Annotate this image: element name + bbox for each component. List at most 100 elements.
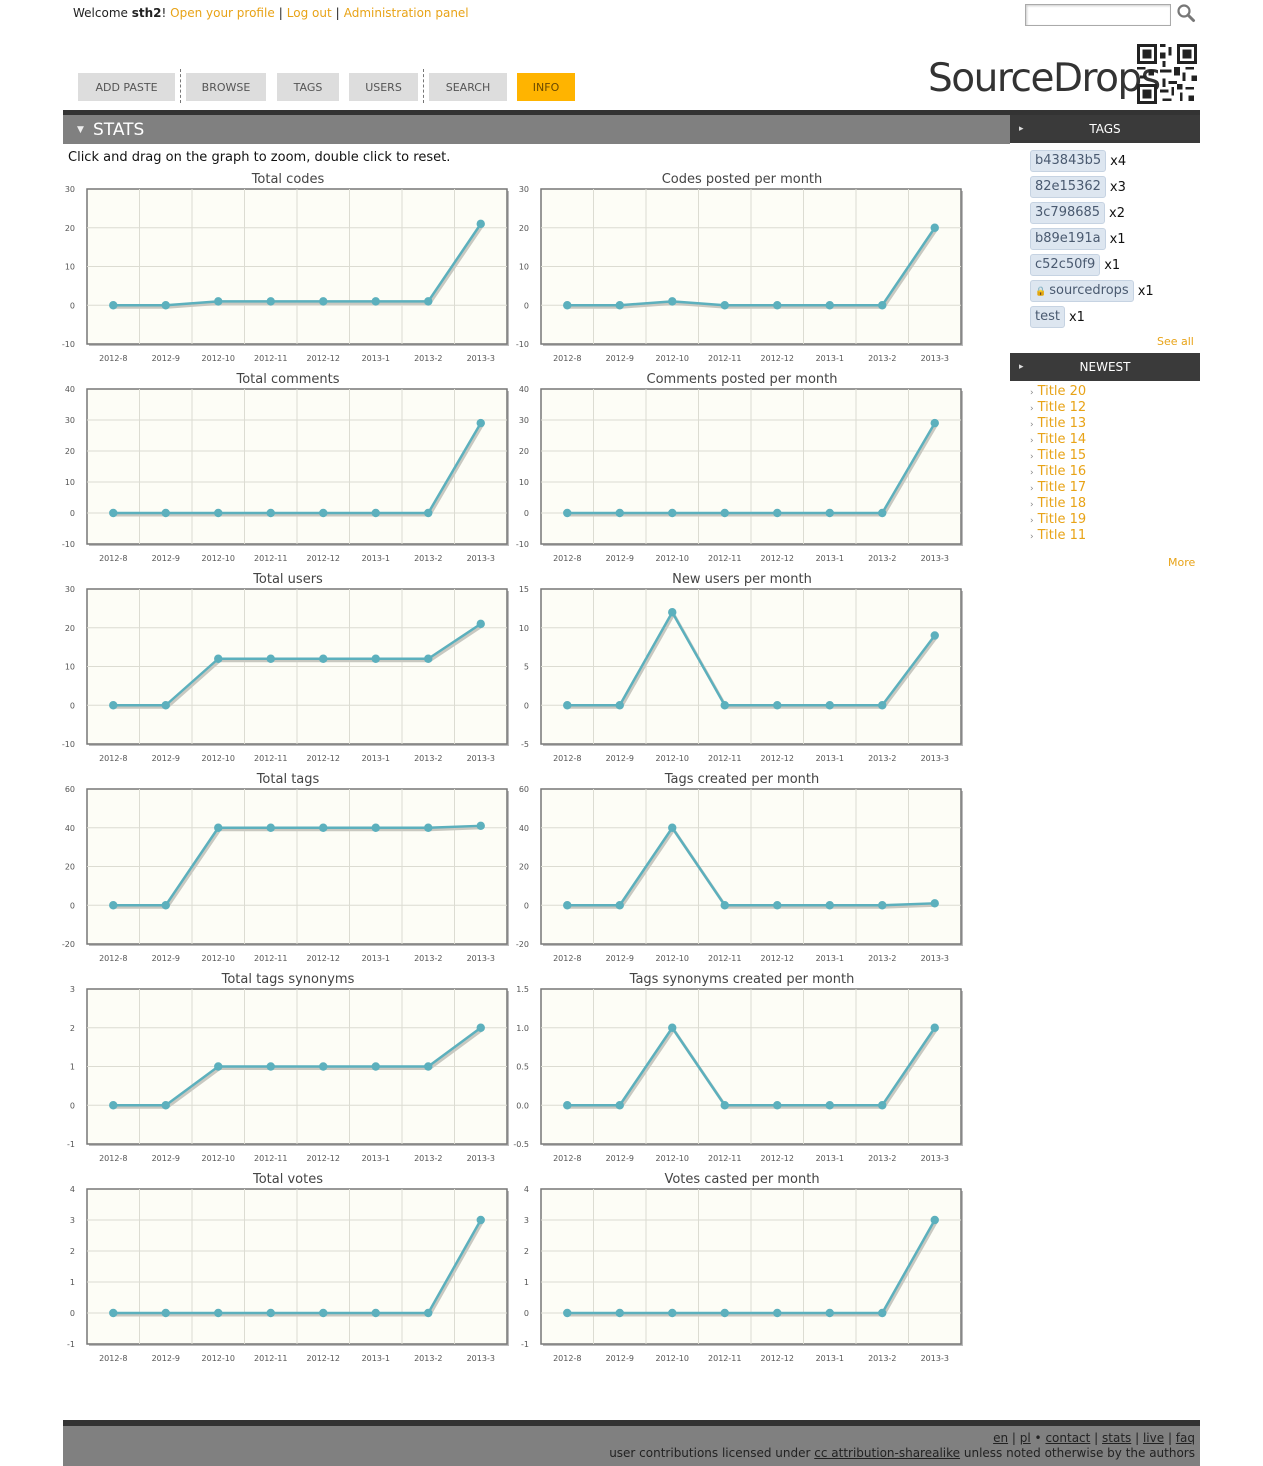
x-tick-label: 2012-10 — [656, 354, 689, 363]
chart-title: Tags synonyms created per month — [629, 972, 855, 987]
x-tick-label: 2013-3 — [467, 354, 495, 363]
stats-link[interactable]: stats — [1102, 1431, 1132, 1445]
x-tick-label: 2012-9 — [152, 354, 180, 363]
tag[interactable]: 🔒 sourcedrops — [1030, 280, 1134, 302]
y-tick-label: 1 — [524, 1278, 529, 1287]
x-tick-label: 2012-11 — [708, 754, 741, 763]
see-all-tags-link[interactable]: See all — [1157, 335, 1194, 348]
stats-chart[interactable]: Total codes -10 0 10 20 30 2012-8 2012-9 2012-10… — [62, 172, 513, 372]
data-point — [161, 1101, 170, 1110]
y-tick-label: -20 — [516, 940, 529, 949]
tag[interactable]: 3c798685 — [1030, 202, 1106, 224]
y-tick-label: 30 — [65, 185, 75, 194]
data-point — [161, 701, 170, 710]
line-chart[interactable]: -10 0 10 20 30 40 2012-8 2012-9 2012-10 2012-11 20… — [62, 372, 513, 572]
newest-link[interactable]: Title 13 — [1037, 416, 1087, 431]
x-tick-label: 2012-11 — [254, 1154, 287, 1163]
line-chart[interactable]: -10 0 10 20 30 2012-8 2012-9 2012-10 2012-11 2012… — [516, 172, 967, 372]
tag[interactable]: c52c50f9 — [1030, 254, 1101, 276]
x-tick-label: 2012-12 — [761, 954, 794, 963]
stats-chart[interactable]: Total comments -10 0 10 20 30 40 2012-8 2012-9 20… — [62, 372, 513, 572]
tag[interactable]: b43843b5 — [1030, 150, 1107, 172]
series-line — [113, 1026, 482, 1107]
line-chart[interactable]: -1 0 1 2 3 4 2012-8 2012-9 2012-10 2012-11 2012-12… — [517, 1172, 967, 1372]
more-newest-link[interactable]: More — [1168, 556, 1196, 569]
stats-chart[interactable]: Total votes -1 0 1 2 3 4 2012-8 2012-9 2012-10 201… — [63, 1172, 513, 1372]
list-item: › Title 19 — [1030, 512, 1086, 528]
line-chart[interactable]: -20 0 20 40 60 2012-8 2012-9 2012-10 2012-11 2012… — [516, 772, 967, 972]
tag[interactable]: test — [1030, 306, 1065, 328]
line-chart[interactable]: -10 0 10 20 30 40 2012-8 2012-9 2012-10 2012-11 20… — [516, 372, 967, 572]
data-point — [266, 823, 275, 832]
data-point — [161, 301, 170, 310]
stats-chart[interactable]: Votes casted per month -1 0 1 2 3 4 2012-8 2012-… — [517, 1172, 967, 1372]
x-tick-label: 2013-3 — [921, 1354, 949, 1363]
license-link[interactable]: cc attribution-sharealike — [814, 1446, 961, 1460]
line-chart[interactable]: -10 0 10 20 30 2012-8 2012-9 2012-10 2012-11 2012… — [62, 572, 513, 772]
x-tick-label: 2012-12 — [307, 354, 340, 363]
tab-search[interactable]: SEARCH — [429, 73, 507, 101]
x-tick-label: 2012-11 — [708, 1154, 741, 1163]
stats-chart[interactable]: Total users -10 0 10 20 30 2012-8 2012-9 2012-10… — [62, 572, 513, 772]
open-profile-link[interactable]: Open your profile — [170, 6, 275, 20]
faq-link[interactable]: faq — [1175, 1431, 1195, 1445]
lang-en-link[interactable]: en — [993, 1431, 1009, 1445]
y-tick-label: 10 — [65, 263, 75, 272]
stats-header[interactable]: ▼ STATS — [63, 115, 1010, 144]
newest-link[interactable]: Title 15 — [1037, 448, 1087, 463]
line-chart[interactable]: -1 0 1 2 3 2012-8 2012-9 2012-10 2012-11 2012-12 2… — [63, 972, 513, 1172]
line-chart[interactable]: -5 0 5 10 15 2012-8 2012-9 2012-10 2012-11 2012-1… — [517, 572, 967, 772]
newest-link[interactable]: Title 20 — [1037, 384, 1087, 399]
newest-link[interactable]: Title 18 — [1037, 496, 1087, 511]
tag[interactable]: b89e191a — [1030, 228, 1106, 250]
chart-title: Total tags — [256, 772, 320, 787]
search-input[interactable] — [1025, 4, 1171, 26]
stats-chart[interactable]: Comments posted per month -10 0 10 20 30 40 201… — [516, 372, 967, 572]
tags-panel-header: ▸ TAGS — [1010, 115, 1200, 143]
stats-chart[interactable]: Total tags -20 0 20 40 60 2012-8 2012-9 2012-10 2… — [62, 772, 513, 972]
admin-panel-link[interactable]: Administration panel — [343, 6, 469, 20]
tab-users[interactable]: USERS — [349, 73, 418, 101]
tab-add-paste[interactable]: ADD PASTE — [78, 73, 175, 101]
y-tick-label: -5 — [521, 740, 529, 749]
newest-link[interactable]: Title 19 — [1037, 512, 1087, 527]
tab-browse[interactable]: BROWSE — [186, 73, 266, 101]
newest-link[interactable]: Title 12 — [1037, 400, 1087, 415]
newest-link[interactable]: Title 17 — [1037, 480, 1087, 495]
data-point — [319, 1062, 328, 1071]
y-tick-label: -10 — [62, 740, 75, 749]
series-line — [113, 223, 482, 307]
data-point — [930, 1215, 939, 1225]
site-logo[interactable]: SourceDrops — [928, 56, 1161, 101]
stats-chart[interactable]: Codes posted per month -10 0 10 20 30 2012-8 20… — [516, 172, 967, 372]
stats-chart[interactable]: Tags created per month -20 0 20 40 60 2012-8 20… — [516, 772, 967, 972]
y-tick-label: 2 — [70, 1247, 75, 1256]
tab-info[interactable]: INFO — [517, 73, 575, 101]
data-point — [720, 508, 729, 518]
data-point — [930, 1023, 939, 1032]
log-out-link[interactable]: Log out — [286, 6, 332, 20]
stats-chart[interactable]: Tags synonyms created per month -0.5 0.0 0.… — [513, 972, 967, 1172]
stats-chart[interactable]: Total tags synonyms -1 0 1 2 3 2012-8 2012-9 201… — [63, 972, 513, 1172]
data-point — [720, 1101, 729, 1110]
stats-chart[interactable]: New users per month -5 0 5 10 15 2012-8 2012-9 2… — [517, 572, 967, 772]
welcome-bar: Welcome sth2! Open your profile | Log out |… — [73, 6, 469, 20]
newest-link[interactable]: Title 14 — [1037, 432, 1087, 447]
tab-tags[interactable]: TAGS — [277, 73, 339, 101]
newest-link[interactable]: Title 16 — [1037, 464, 1087, 479]
series-line — [567, 422, 936, 515]
search-button[interactable] — [1176, 3, 1196, 23]
bullet-arrow-icon: › — [1030, 420, 1034, 430]
y-tick-label: -1 — [67, 1340, 75, 1349]
newest-link[interactable]: Title 11 — [1037, 528, 1087, 543]
tag[interactable]: 82e15362 — [1030, 176, 1106, 198]
x-tick-label: 2012-8 — [553, 954, 581, 963]
contact-link[interactable]: contact — [1045, 1431, 1091, 1445]
line-chart[interactable]: -10 0 10 20 30 2012-8 2012-9 2012-10 2012-11 2012… — [62, 172, 513, 372]
line-chart[interactable]: -20 0 20 40 60 2012-8 2012-9 2012-10 2012-11 2012… — [62, 772, 513, 972]
lang-pl-link[interactable]: pl — [1019, 1431, 1031, 1445]
line-chart[interactable]: -1 0 1 2 3 4 2012-8 2012-9 2012-10 2012-11 2012-12… — [63, 1172, 513, 1372]
x-tick-label: 2013-2 — [868, 754, 896, 763]
line-chart[interactable]: -0.5 0.0 0.5 1.0 1.5 2012-8 2012-9 2012-10 2012-… — [513, 972, 967, 1172]
live-link[interactable]: live — [1142, 1431, 1165, 1445]
